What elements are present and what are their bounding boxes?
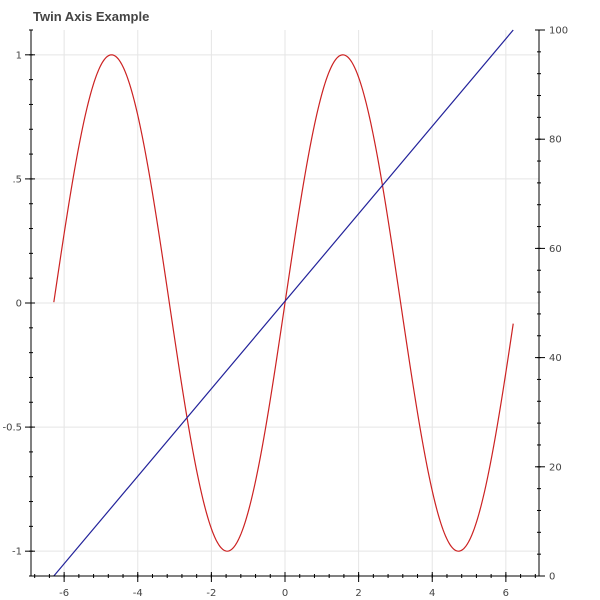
x-tick-label: 2: [355, 588, 361, 599]
axes: -6 -4 -2 0 2 4 6 -1 -0.5 0 .5 1 0 20 40 60 80 100: [2, 26, 568, 600]
y2-tick-label: 20: [549, 462, 562, 473]
y-tick-label: 1: [16, 50, 22, 61]
y-tick-label: 0: [16, 299, 22, 310]
y-tick-label: .5: [12, 174, 22, 185]
y2-tick-label: 40: [549, 353, 562, 364]
linear-series-line: [53, 29, 514, 577]
x-tick-label: -4: [133, 588, 143, 599]
x-tick-label: -6: [59, 588, 69, 599]
y-tick-label: -0.5: [2, 423, 22, 434]
grid-lines: [31, 30, 539, 576]
sine-series-line: [53, 54, 514, 552]
x-tick-label: 0: [282, 588, 288, 599]
y-tick-label: -1: [12, 547, 22, 558]
x-tick-label: 4: [429, 588, 435, 599]
x-tick-label: -2: [206, 588, 216, 599]
y2-tick-label: 80: [549, 135, 562, 146]
plot-series: [53, 29, 514, 577]
chart-title: Twin Axis Example: [33, 9, 149, 24]
y2-tick-label: 60: [549, 244, 562, 255]
x-tick-label: 6: [503, 588, 509, 599]
y2-tick-label: 100: [549, 26, 568, 37]
y2-tick-label: 0: [549, 572, 555, 583]
